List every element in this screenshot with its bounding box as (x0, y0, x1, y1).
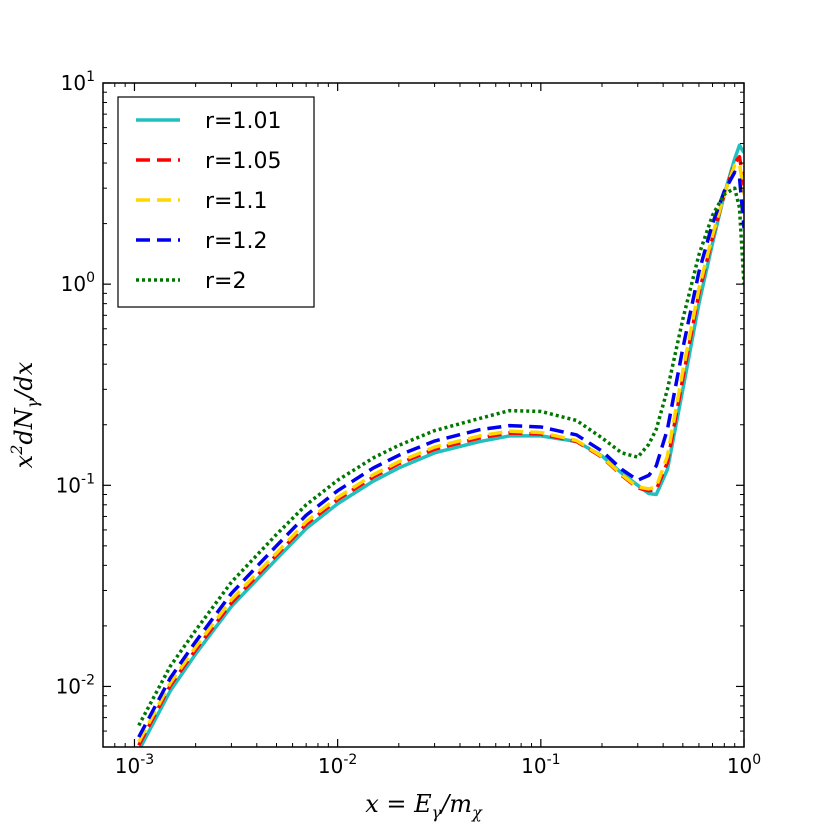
legend-label: r=1.1 (205, 189, 267, 214)
y-tick-label: 10-2 (56, 672, 95, 698)
legend-label: r=2 (205, 269, 246, 294)
y-tick-label: 100 (61, 270, 95, 296)
x-tick-label: 10-2 (318, 752, 357, 778)
x-tick-label: 10-1 (521, 752, 560, 778)
legend-box (117, 96, 315, 308)
x-tick-label: 10-3 (115, 752, 154, 778)
legend-label: r=1.2 (205, 229, 267, 254)
series-line-3 (137, 161, 744, 743)
series-line-4 (137, 170, 744, 738)
y-tick-label: 10-1 (56, 471, 95, 497)
legend-label: r=1.01 (205, 109, 281, 134)
y-axis-label: x2dNγ/dx (7, 361, 42, 468)
x-axis-label: x = Eγ/mχ (365, 790, 483, 822)
x-tick-label: 100 (727, 752, 761, 778)
y-tick-label: 101 (61, 69, 95, 95)
plot-frame (102, 82, 745, 748)
legend-label: r=1.05 (205, 149, 281, 174)
